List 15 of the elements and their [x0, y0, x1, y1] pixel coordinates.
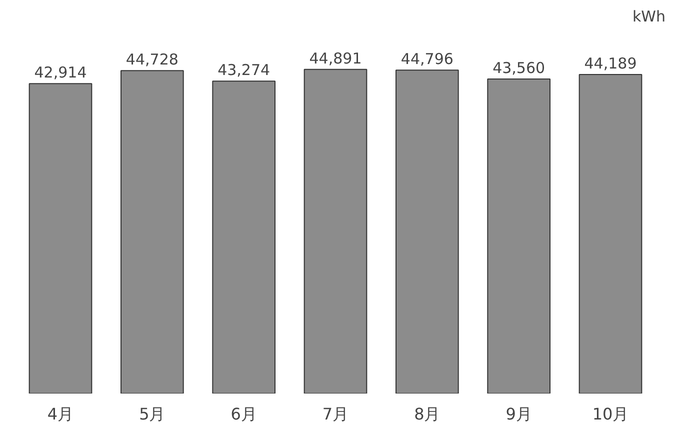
x-tick-label: 9月	[506, 404, 532, 424]
x-tick-label: 5月	[139, 404, 166, 424]
x-tick-label: 8月	[414, 404, 440, 424]
data-label: 44,728	[126, 50, 178, 69]
data-label: 42,914	[34, 64, 87, 82]
data-label: 43,560	[492, 59, 546, 78]
x-tick-label: 10月	[592, 404, 629, 424]
x-tick-label: 7月	[322, 404, 349, 424]
x-tick-label: 4月	[47, 404, 74, 424]
data-label: 44,796	[400, 50, 454, 68]
data-label: 44,891	[309, 49, 362, 68]
y-axis-title: kWh	[632, 8, 666, 26]
data-label: 44,189	[584, 54, 637, 72]
x-tick-label: 6月	[230, 404, 257, 424]
data-label: 43,274	[218, 61, 270, 80]
